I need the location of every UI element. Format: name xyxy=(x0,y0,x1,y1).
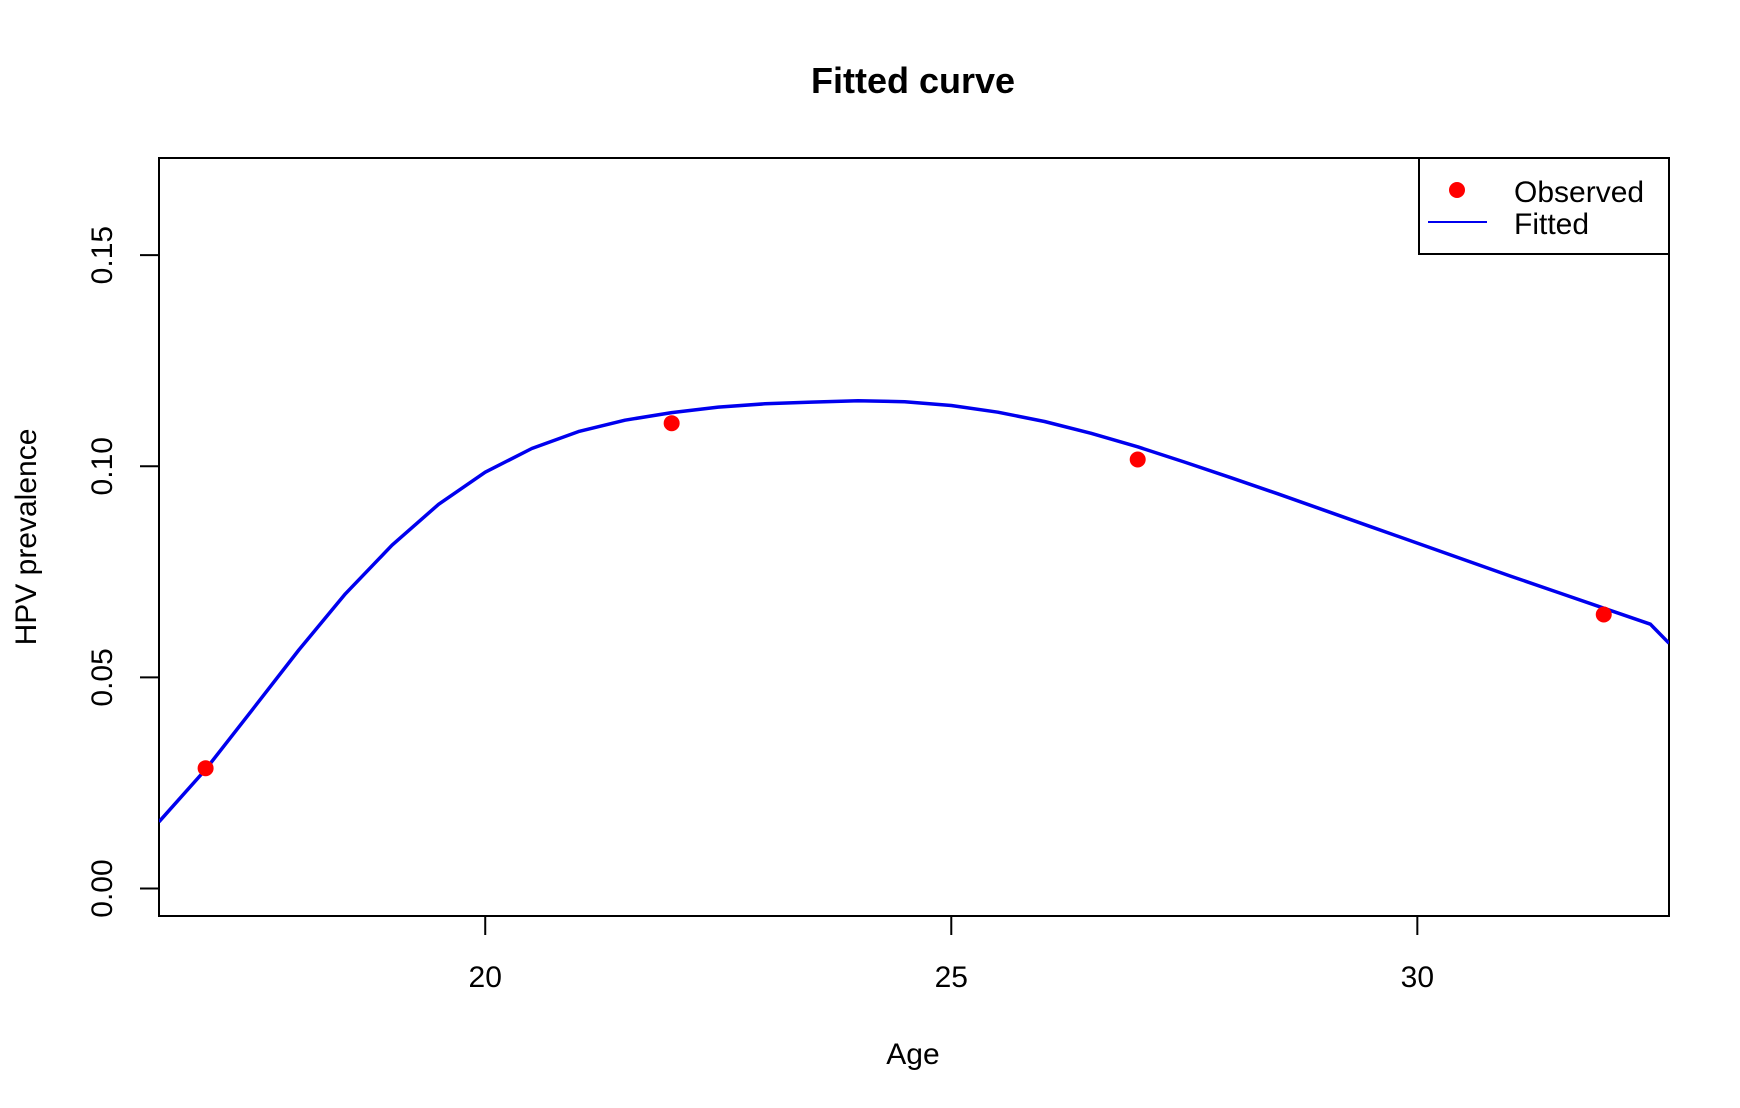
y-tick-label: 0.00 xyxy=(86,859,119,917)
y-axis-label: HPV prevalence xyxy=(10,429,43,646)
observed-point xyxy=(197,760,214,777)
chart-title: Fitted curve xyxy=(811,60,1015,101)
y-tick-label: 0.05 xyxy=(86,648,119,706)
x-tick-label: 30 xyxy=(1401,961,1434,994)
y-tick-label: 0.15 xyxy=(86,226,119,284)
observed-point xyxy=(1595,606,1612,623)
observed-point xyxy=(1129,451,1146,468)
legend-observed-marker xyxy=(1449,182,1465,198)
x-tick-label: 25 xyxy=(935,961,968,994)
x-axis: 20 25 30 xyxy=(469,915,1434,994)
series-layer xyxy=(159,399,1669,823)
y-axis: 0.00 0.05 0.10 0.15 xyxy=(86,226,160,918)
legend-box xyxy=(1418,157,1670,255)
observed-point xyxy=(663,415,680,432)
legend: Observed Fitted xyxy=(1418,157,1670,255)
plot-frame xyxy=(158,157,1670,917)
x-tick-label: 20 xyxy=(469,961,502,994)
series-fitted-line xyxy=(159,399,1669,823)
x-axis-label: Age xyxy=(886,1038,939,1071)
y-tick-label: 0.10 xyxy=(86,437,119,495)
legend-fitted-label: Fitted xyxy=(1514,208,1589,241)
legend-observed-label: Observed xyxy=(1514,176,1644,209)
